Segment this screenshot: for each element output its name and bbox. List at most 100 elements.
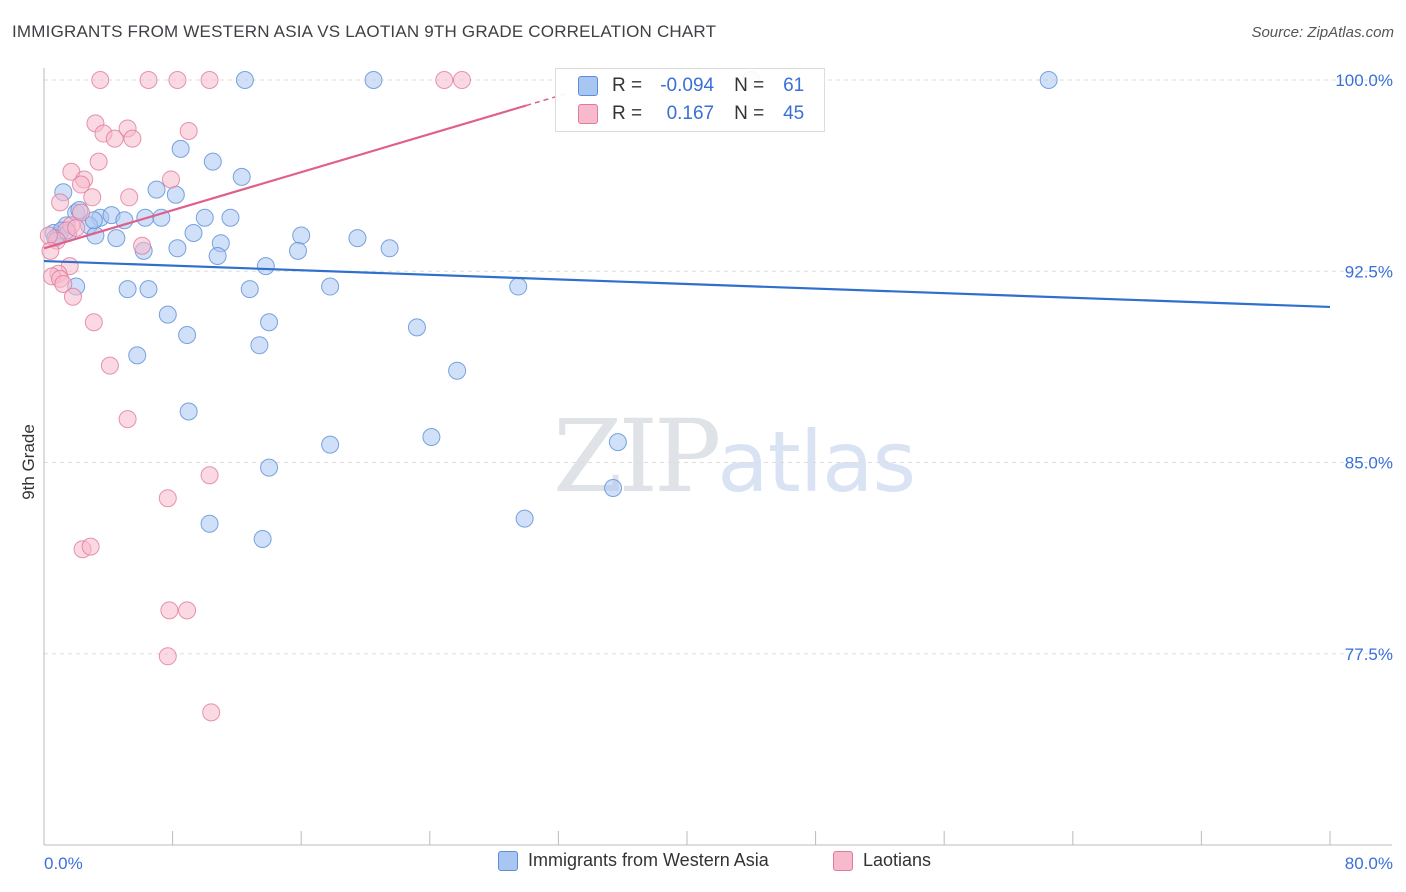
point-western-asia <box>256 257 275 276</box>
chart-title: IMMIGRANTS FROM WESTERN ASIA VS LAOTIAN … <box>12 22 717 41</box>
point-western-asia <box>178 326 197 344</box>
legend-item-laotians[interactable]: Laotians <box>833 850 931 871</box>
point-western-asia <box>348 229 367 248</box>
point-western-asia <box>240 280 259 299</box>
point-laotians <box>133 236 152 255</box>
point-laotians <box>200 71 219 89</box>
stats-row-blue: R = -0.094 N = 61 <box>578 73 804 99</box>
stats-n-value: 45 <box>783 103 805 124</box>
series-legend: Immigrants from Western Asia Laotians <box>0 850 1406 878</box>
stats-n-value: 61 <box>783 75 805 96</box>
point-western-asia <box>152 208 171 227</box>
point-western-asia <box>321 435 340 454</box>
point-western-asia <box>515 509 534 528</box>
point-western-asia <box>158 305 177 324</box>
legend-label: Laotians <box>863 850 932 870</box>
point-laotians <box>105 129 124 148</box>
point-western-asia <box>184 224 203 242</box>
point-western-asia <box>168 239 187 258</box>
point-western-asia <box>364 71 383 89</box>
point-western-asia <box>292 226 311 245</box>
legend-swatch-blue <box>498 850 518 871</box>
legend-label: Immigrants from Western Asia <box>528 850 769 870</box>
stats-n-label: N = <box>734 75 765 96</box>
point-western-asia <box>166 185 185 204</box>
point-laotians <box>158 489 177 508</box>
point-western-asia <box>235 71 254 89</box>
trend-line-laotians-extension <box>526 92 567 107</box>
stats-swatch-pink <box>578 104 598 124</box>
x-tick-label: 80.0% <box>1345 854 1393 873</box>
point-laotians <box>435 71 454 89</box>
point-western-asia <box>422 428 441 446</box>
stats-row-pink: R = 0.167 N = 45 <box>578 101 804 127</box>
point-laotians <box>100 356 119 375</box>
point-laotians <box>118 410 137 429</box>
point-laotians <box>81 537 100 556</box>
point-laotians <box>54 275 73 293</box>
point-laotians <box>91 71 110 89</box>
point-laotians <box>200 466 219 485</box>
trend-line-laotians <box>43 104 527 250</box>
point-western-asia <box>232 167 251 186</box>
point-western-asia <box>118 280 137 299</box>
legend-item-western-asia[interactable]: Immigrants from Western Asia <box>498 850 769 871</box>
point-laotians <box>120 188 139 207</box>
point-laotians <box>178 601 197 620</box>
point-laotians <box>179 122 198 140</box>
stats-n-label: N = <box>734 103 765 124</box>
point-laotians <box>161 170 180 189</box>
point-western-asia <box>250 336 269 355</box>
point-laotians <box>83 188 102 207</box>
point-western-asia <box>604 479 623 497</box>
point-western-asia <box>1039 71 1058 89</box>
stats-r-value: 0.167 <box>666 103 715 124</box>
point-western-asia <box>260 313 279 332</box>
point-western-asia <box>195 208 214 227</box>
point-western-asia <box>608 433 627 452</box>
point-western-asia <box>139 280 158 299</box>
watermark-zip: ZIP <box>553 398 721 515</box>
point-laotians <box>158 647 177 666</box>
legend-swatch-pink <box>833 850 853 871</box>
point-western-asia <box>208 246 227 265</box>
point-western-asia <box>260 458 279 477</box>
point-western-asia <box>147 180 166 199</box>
point-western-asia <box>321 277 340 296</box>
y-axis-label: 9th Grade <box>19 424 38 500</box>
point-western-asia <box>253 530 272 548</box>
point-laotians <box>84 313 103 332</box>
point-western-asia <box>179 402 198 421</box>
point-western-asia <box>380 239 399 258</box>
stats-r-label: R = <box>612 103 643 124</box>
point-laotians <box>202 703 221 722</box>
point-laotians <box>63 287 82 306</box>
point-laotians <box>67 218 86 237</box>
point-laotians <box>452 71 471 89</box>
point-western-asia <box>171 139 190 158</box>
y-tick-label: 85.0% <box>1345 454 1393 473</box>
point-laotians <box>123 129 142 148</box>
point-western-asia <box>115 211 134 230</box>
y-tick-label: 92.5% <box>1345 262 1393 281</box>
stats-legend: R = -0.094 N = 61 R = 0.167 N = 45 <box>555 68 825 132</box>
point-western-asia <box>200 514 219 533</box>
point-laotians <box>139 71 158 89</box>
point-western-asia <box>221 208 240 227</box>
point-laotians <box>51 193 70 212</box>
point-laotians <box>168 71 187 89</box>
point-western-asia <box>288 241 307 260</box>
y-tick-label: 77.5% <box>1345 645 1393 664</box>
point-western-asia <box>448 361 467 380</box>
point-laotians <box>71 175 90 194</box>
x-tick-label: 0.0% <box>44 854 83 873</box>
point-western-asia <box>203 152 222 171</box>
point-western-asia <box>509 277 528 296</box>
source-label: Source: ZipAtlas.com <box>1251 24 1394 41</box>
point-western-asia <box>407 318 426 337</box>
stats-swatch-blue <box>578 76 598 96</box>
point-laotians <box>160 601 179 620</box>
point-laotians <box>39 226 58 245</box>
watermark: ZIPatlas <box>553 398 916 515</box>
